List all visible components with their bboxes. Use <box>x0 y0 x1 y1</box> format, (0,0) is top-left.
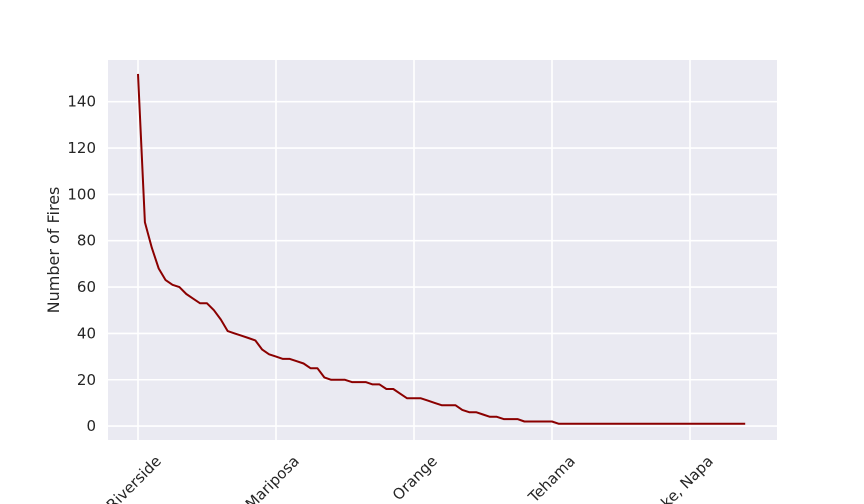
x-tick-label: Tehama <box>524 452 579 504</box>
x-tick-label: Orange <box>389 452 441 504</box>
grid-lines <box>108 60 777 440</box>
y-tick-label: 40 <box>77 324 96 342</box>
y-tick-label: 0 <box>86 417 96 435</box>
y-tick-label: 140 <box>67 93 96 111</box>
y-tick-label: 120 <box>67 139 96 157</box>
plot-background <box>108 60 777 440</box>
x-tick-label: Lake, Napa <box>645 452 717 504</box>
y-axis-label: Number of Fires <box>44 187 63 314</box>
y-tick-label: 80 <box>77 232 96 250</box>
series-layer <box>137 73 746 425</box>
x-tick-label: Riverside <box>103 452 165 504</box>
series-line <box>137 73 746 425</box>
y-tick-label: 20 <box>77 371 96 389</box>
y-tick-label: 100 <box>67 185 96 203</box>
y-tick-label: 60 <box>77 278 96 296</box>
x-tick-label: Mariposa <box>242 452 303 504</box>
